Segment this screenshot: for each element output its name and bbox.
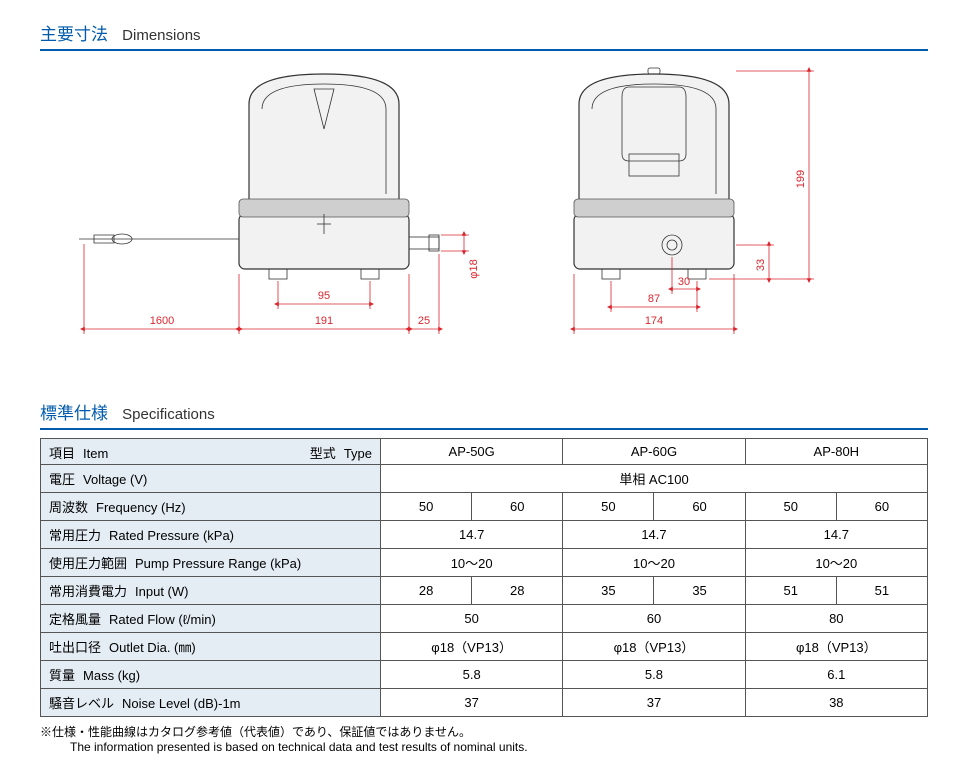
- side-view: 174 87 30 199 33: [574, 68, 814, 334]
- voltage-value: 単相 AC100: [381, 465, 928, 493]
- table-row: 質量Mass (kg) 5.8 5.8 6.1: [41, 661, 928, 689]
- pressure-label: 常用圧力Rated Pressure (kPa): [41, 521, 381, 549]
- footnote-jp: ※仕様・性能曲線はカタログ参考値（代表値）であり、保証値ではありません。: [40, 725, 471, 739]
- dimensions-title: 主要寸法 Dimensions: [40, 20, 928, 45]
- mass-label: 質量Mass (kg): [41, 661, 381, 689]
- dimensions-svg: 1600 191 25 95 φ18: [40, 59, 928, 359]
- range-label: 使用圧力範囲Pump Pressure Range (kPa): [41, 549, 381, 577]
- spec-title-jp: 標準仕様: [40, 404, 108, 423]
- model-0: AP-50G: [381, 439, 563, 465]
- table-row: 常用圧力Rated Pressure (kPa) 14.7 14.7 14.7: [41, 521, 928, 549]
- dim-foot-side: 87: [648, 293, 660, 305]
- front-view: 1600 191 25 95 φ18: [79, 74, 480, 334]
- model-2: AP-80H: [745, 439, 927, 465]
- spec-title-en: Specifications: [122, 406, 215, 423]
- table-row: 電圧Voltage (V) 単相 AC100: [41, 465, 928, 493]
- dimensions-drawing: 1600 191 25 95 φ18: [40, 59, 928, 359]
- table-row: 定格風量Rated Flow (ℓ/min) 50 60 80: [41, 605, 928, 633]
- flow-label: 定格風量Rated Flow (ℓ/min): [41, 605, 381, 633]
- model-1: AP-60G: [563, 439, 745, 465]
- header-item-type: 項目Item 型式Type: [41, 439, 381, 465]
- freq-label: 周波数Frequency (Hz): [41, 493, 381, 521]
- dim-foot-front: 95: [318, 290, 330, 302]
- input-label: 常用消費電力Input (W): [41, 577, 381, 605]
- table-row: 吐出口径Outlet Dia. (㎜) φ18（VP13） φ18（VP13） …: [41, 633, 928, 661]
- dim-height: 199: [795, 170, 807, 188]
- dimensions-title-jp: 主要寸法: [40, 25, 108, 44]
- noise-label: 騒音レベルNoise Level (dB)-1m: [41, 689, 381, 717]
- table-row: 周波数Frequency (Hz) 50 60 50 60 50 60: [41, 493, 928, 521]
- dim-foot-offset: 30: [678, 276, 690, 288]
- table-row: 項目Item 型式Type AP-50G AP-60G AP-80H: [41, 439, 928, 465]
- table-row: 騒音レベルNoise Level (dB)-1m 37 37 38: [41, 689, 928, 717]
- dim-outlet-len: 25: [418, 315, 430, 327]
- table-row: 常用消費電力Input (W) 28 28 35 35 51 51: [41, 577, 928, 605]
- dim-cable: 1600: [150, 315, 174, 327]
- voltage-label: 電圧Voltage (V): [41, 465, 381, 493]
- dimensions-rule: [40, 49, 928, 51]
- footnote: ※仕様・性能曲線はカタログ参考値（代表値）であり、保証値ではありません。 The…: [40, 723, 928, 754]
- outlet-label: 吐出口径Outlet Dia. (㎜): [41, 633, 381, 661]
- spec-title: 標準仕様 Specifications: [40, 399, 928, 424]
- dim-foot-h: 33: [755, 259, 767, 271]
- footnote-en: The information presented is based on te…: [70, 740, 528, 754]
- dim-side-width: 174: [645, 315, 663, 327]
- spec-rule: [40, 428, 928, 430]
- dim-front-width: 191: [315, 315, 333, 327]
- dimensions-title-en: Dimensions: [122, 27, 200, 44]
- dim-outlet-dia: φ18: [468, 259, 480, 278]
- spec-table: 項目Item 型式Type AP-50G AP-60G AP-80H 電圧Vol…: [40, 438, 928, 717]
- table-row: 使用圧力範囲Pump Pressure Range (kPa) 10～20 10…: [41, 549, 928, 577]
